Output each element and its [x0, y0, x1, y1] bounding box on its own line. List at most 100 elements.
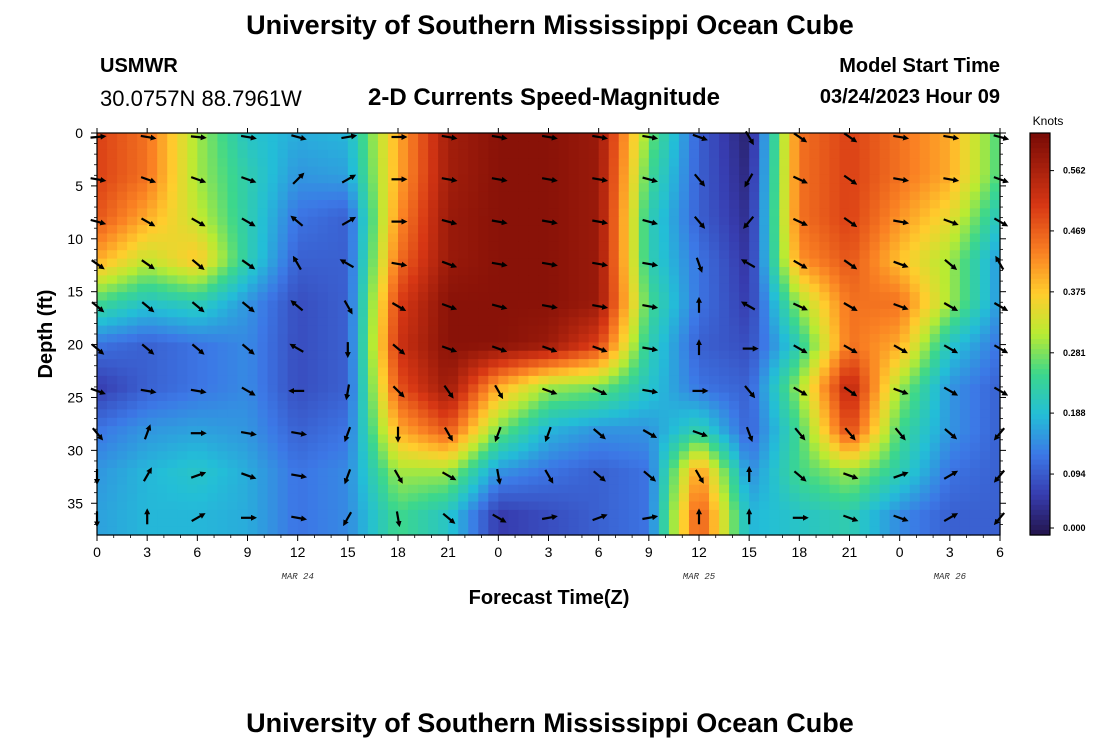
heatmap-cell: [789, 200, 800, 209]
heatmap-cell: [97, 501, 108, 511]
heatmap-cell: [538, 518, 550, 528]
current-arrow: [592, 345, 608, 353]
heatmap-cell: [367, 133, 379, 142]
heatmap-cell: [227, 459, 239, 469]
heatmap-cell: [468, 367, 479, 377]
heatmap-cell: [267, 350, 279, 360]
heatmap-cell: [327, 149, 339, 159]
heatmap-cell: [518, 275, 530, 285]
heatmap-cell: [668, 509, 680, 519]
heatmap-cell: [277, 241, 289, 251]
heatmap-cell: [949, 233, 961, 243]
heatmap-cell: [979, 334, 991, 343]
heatmap-cell: [418, 225, 429, 235]
heatmap-cell: [448, 442, 459, 452]
heatmap-cell: [859, 141, 871, 151]
heatmap-cell: [207, 250, 218, 260]
heatmap-cell: [819, 401, 831, 410]
heatmap-cell: [869, 133, 881, 142]
heatmap-cell: [588, 484, 600, 494]
heatmap-cell: [458, 317, 469, 327]
heatmap-cell: [739, 484, 750, 494]
heatmap-cell: [588, 417, 600, 427]
heatmap-cell: [147, 359, 158, 369]
heatmap-cell: [739, 225, 750, 235]
heatmap-cell: [849, 476, 861, 486]
heatmap-cell: [277, 308, 289, 318]
heatmap-cell: [869, 434, 881, 444]
heatmap-cell: [307, 367, 319, 377]
heatmap-cell: [979, 292, 991, 302]
heatmap-cell: [448, 267, 459, 276]
heatmap-cell: [859, 334, 871, 343]
heatmap-cell: [357, 283, 369, 293]
heatmap-cell: [518, 409, 530, 419]
heatmap-cell: [819, 459, 831, 469]
heatmap-cell: [899, 409, 911, 419]
heatmap-cell: [538, 241, 550, 251]
heatmap-cell: [989, 509, 1001, 519]
heatmap-cell: [197, 476, 208, 486]
heatmap-cell: [859, 518, 871, 528]
heatmap-cell: [759, 174, 770, 184]
heatmap-cell: [959, 250, 971, 260]
heatmap-cell: [177, 334, 188, 343]
heatmap-cell: [518, 426, 530, 436]
heatmap-cell: [177, 158, 188, 168]
heatmap-cell: [779, 493, 790, 503]
heatmap-cell: [257, 434, 269, 444]
heatmap-cell: [989, 133, 1001, 142]
heatmap-cell: [137, 200, 148, 209]
heatmap-cell: [97, 384, 108, 394]
heatmap-cell: [648, 459, 660, 469]
heatmap-cell: [869, 258, 881, 268]
heatmap-cell: [327, 442, 339, 452]
heatmap-cell: [357, 375, 369, 385]
heatmap-cell: [548, 267, 560, 276]
heatmap-cell: [357, 451, 369, 461]
heatmap-cell: [237, 292, 249, 302]
heatmap-cell: [658, 317, 670, 327]
heatmap-cell: [327, 225, 339, 235]
heatmap-cell: [127, 133, 138, 142]
current-arrow: [393, 469, 403, 484]
heatmap-cell: [418, 275, 429, 285]
heatmap-cell: [859, 434, 871, 444]
heatmap-cell: [839, 133, 851, 142]
heatmap-cell: [969, 149, 981, 159]
heatmap-cell: [317, 409, 329, 419]
heatmap-cell: [518, 158, 530, 168]
heatmap-cell: [749, 442, 760, 452]
heatmap-cell: [247, 300, 259, 310]
colorbar-tick-label: 0.188: [1063, 408, 1086, 418]
heatmap-cell: [759, 359, 770, 369]
heatmap-cell: [508, 174, 519, 184]
heatmap-cell: [869, 501, 881, 511]
heatmap-cell: [528, 166, 540, 176]
heatmap-cell: [227, 476, 239, 486]
heatmap-cell: [468, 434, 479, 444]
heatmap-cell: [297, 149, 309, 159]
heatmap-cell: [699, 518, 710, 528]
heatmap-cell: [227, 174, 239, 184]
heatmap-cell: [719, 200, 730, 209]
heatmap-cell: [899, 149, 911, 159]
heatmap-cell: [127, 300, 138, 310]
heatmap-cell: [709, 484, 720, 494]
heatmap-cell: [387, 359, 399, 369]
heatmap-cell: [799, 518, 810, 528]
heatmap-cell: [387, 308, 399, 318]
heatmap-cell: [117, 392, 128, 402]
heatmap-cell: [538, 476, 550, 486]
heatmap-cell: [528, 141, 540, 151]
heatmap-cell: [658, 434, 670, 444]
heatmap-cell: [608, 275, 620, 285]
heatmap-cell: [819, 468, 831, 477]
current-arrow: [191, 513, 206, 523]
heatmap-cell: [969, 225, 981, 235]
heatmap-cell: [729, 468, 740, 477]
heatmap-cell: [177, 350, 188, 360]
heatmap-cell: [809, 468, 820, 477]
heatmap-cell: [759, 459, 770, 469]
heatmap-cell: [628, 275, 640, 285]
